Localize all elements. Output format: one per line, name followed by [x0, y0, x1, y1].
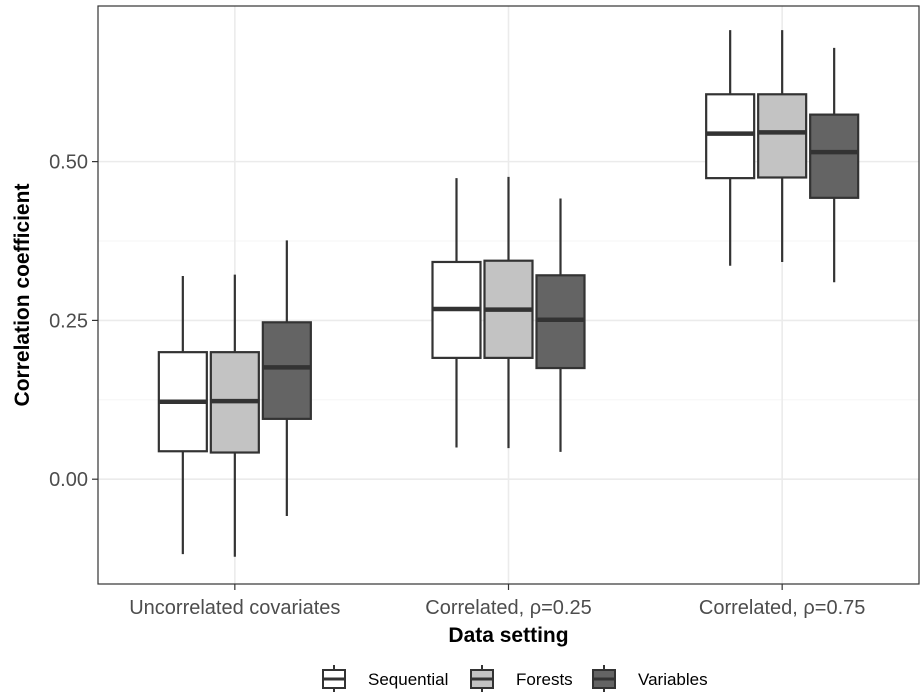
legend-label: Variables	[638, 670, 708, 689]
y-axis: 0.00 0.25 0.50	[49, 152, 98, 491]
legend-item-forests: Forests	[470, 665, 573, 692]
box-iqr	[261, 321, 312, 420]
box-variables	[535, 198, 586, 452]
box-forests	[757, 30, 808, 262]
y-tick-label: 0.50	[49, 152, 88, 174]
box-variables	[809, 47, 860, 283]
y-axis-title: Correlation coefficient	[11, 184, 34, 407]
x-tick-label: Correlated, ρ=0.25	[425, 597, 591, 619]
box-iqr	[757, 93, 808, 179]
box-iqr	[809, 113, 860, 199]
legend-label: Forests	[516, 670, 573, 689]
box-plots	[157, 30, 860, 557]
legend-item-variables: Variables	[592, 665, 708, 692]
box-forests	[483, 176, 534, 449]
box-iqr	[705, 93, 756, 180]
legend: Sequential Forests Variables	[322, 665, 708, 692]
x-tick-label: Correlated, ρ=0.75	[699, 597, 865, 619]
y-tick-label: 0.00	[49, 469, 88, 491]
legend-label: Sequential	[368, 670, 448, 689]
x-axis-title: Data setting	[448, 624, 568, 647]
x-axis: Uncorrelated covariates Correlated, ρ=0.2…	[129, 584, 865, 619]
box-variables	[261, 240, 312, 517]
x-tick-label: Uncorrelated covariates	[129, 597, 340, 619]
box-sequential	[705, 30, 756, 266]
box-forests	[209, 274, 260, 557]
box-sequential	[431, 178, 482, 448]
legend-item-sequential: Sequential	[322, 665, 448, 692]
box-sequential	[157, 275, 208, 555]
y-tick-label: 0.25	[49, 310, 88, 332]
